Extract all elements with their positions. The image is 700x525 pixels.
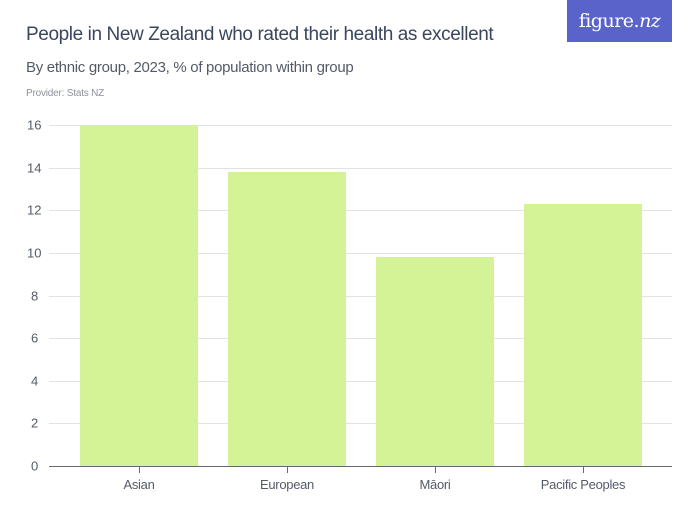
bar-pacific-peoples[interactable] (524, 204, 642, 466)
y-tick-label: 2 (31, 415, 39, 431)
gridline (49, 423, 672, 424)
bar-asian[interactable] (80, 125, 198, 466)
x-tick-label: Pacific Peoples (540, 477, 626, 492)
logo-text-nz: nz (639, 10, 661, 32)
x-tick-mark (583, 467, 584, 473)
chart-title: People in New Zealand who rated their he… (26, 24, 494, 45)
x-axis-line (49, 466, 672, 467)
logo-text-main: figure. (578, 10, 640, 32)
y-tick-label: 8 (31, 288, 39, 303)
gridline (49, 296, 672, 297)
data-provider: Provider: Stats NZ (26, 88, 105, 99)
y-tick-label: 0 (31, 458, 39, 474)
x-tick-mark (139, 467, 140, 473)
gridline (49, 125, 672, 126)
y-tick-label: 4 (31, 373, 39, 389)
gridline (49, 338, 672, 339)
figure-nz-logo[interactable]: figure. nz (567, 0, 672, 42)
y-tick-label: 12 (27, 202, 42, 218)
y-tick-label: 16 (27, 117, 42, 133)
x-tick-mark (435, 467, 436, 473)
x-tick-label: European (260, 477, 314, 492)
bar-european[interactable] (228, 172, 346, 466)
gridline (49, 168, 672, 169)
chart-subtitle: By ethnic group, 2023, % of population w… (26, 59, 354, 76)
y-tick-label: 10 (27, 245, 42, 261)
gridline (49, 381, 672, 382)
y-tick-label: 14 (27, 160, 42, 176)
y-tick-label: 6 (31, 330, 39, 346)
x-tick-label: Asian (123, 477, 155, 492)
gridline (49, 210, 672, 211)
bar-m-ori[interactable] (376, 257, 494, 466)
gridline (49, 253, 672, 254)
x-tick-label: Māori (419, 477, 451, 492)
x-tick-mark (287, 467, 288, 473)
